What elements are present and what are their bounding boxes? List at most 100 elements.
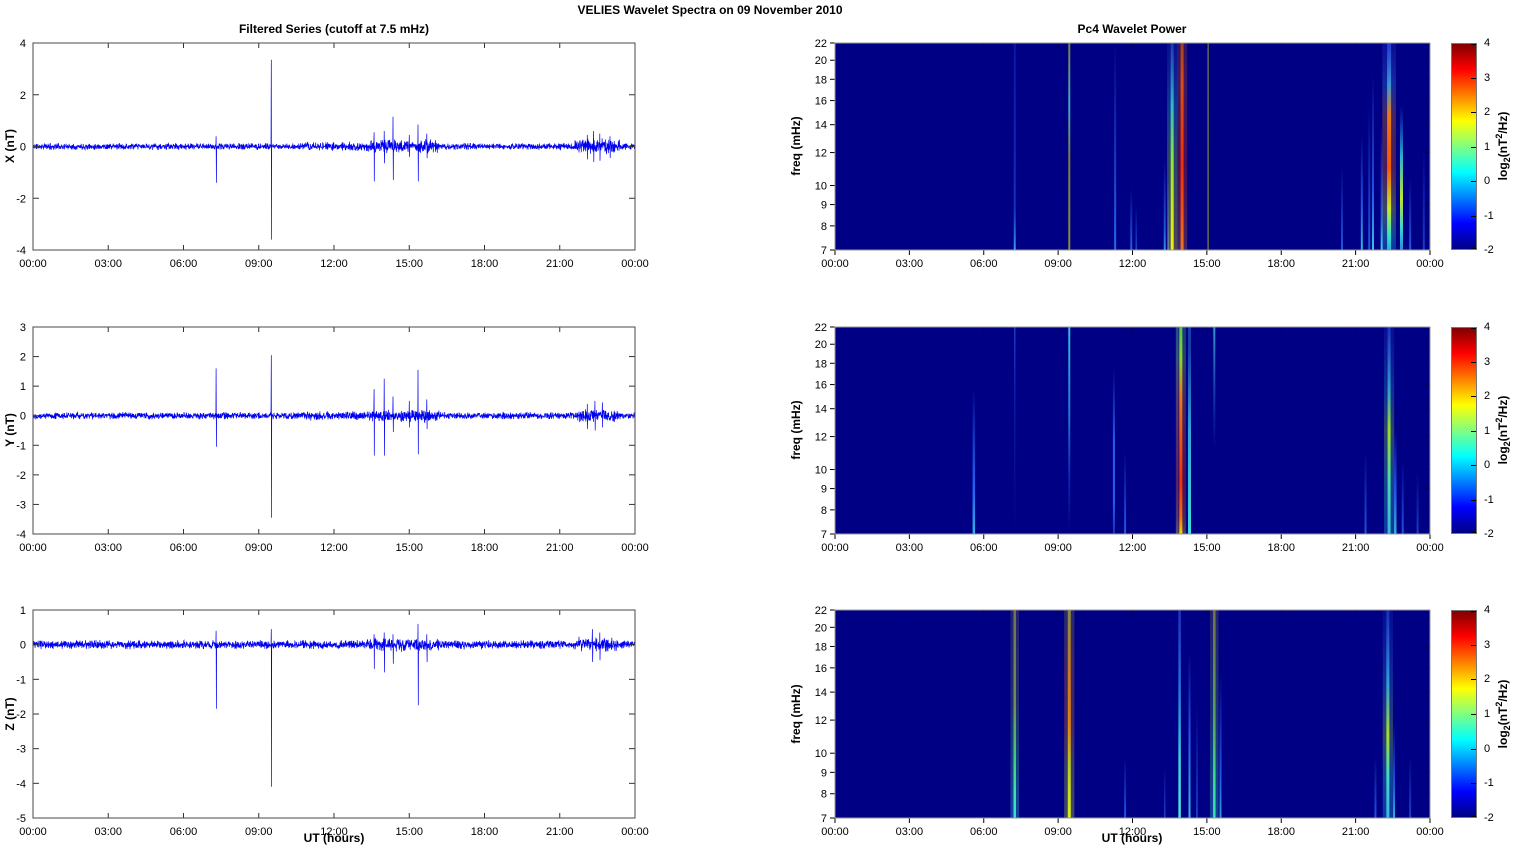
svg-text:06:00: 06:00 (170, 826, 198, 838)
wavelet-power-y-streak (1364, 327, 1367, 534)
wavelet-power-x-streak (1399, 43, 1403, 250)
colorbar-tick-label: 3 (1484, 355, 1491, 368)
svg-text:21:00: 21:00 (546, 826, 574, 838)
svg-text:1: 1 (20, 605, 26, 617)
wavelet-power-y-streak (1387, 327, 1391, 534)
svg-text:20: 20 (815, 622, 827, 634)
colorbar-tick-label: 0 (1484, 459, 1491, 471)
svg-text:03:00: 03:00 (896, 826, 924, 838)
wavelet-power-z-streak (1213, 610, 1216, 818)
svg-text:-4: -4 (16, 245, 26, 257)
svg-text:9: 9 (821, 200, 827, 212)
colorbar-tick-label: -1 (1484, 777, 1494, 790)
svg-text:00:00: 00:00 (821, 258, 849, 270)
cb-label-sup: 2 (1493, 417, 1504, 423)
colorbar-tick-label: 3 (1484, 71, 1491, 84)
svg-text:7: 7 (821, 245, 827, 257)
colorbar-tick-mark (1471, 396, 1476, 397)
wavelet-power-z-streak (1393, 610, 1396, 818)
svg-text:14: 14 (815, 687, 827, 699)
svg-text:0: 0 (20, 640, 26, 652)
svg-text:00:00: 00:00 (1416, 542, 1444, 554)
wavelet-power-x-streak (1387, 43, 1392, 250)
svg-text:15:00: 15:00 (1193, 826, 1221, 838)
y-axis-label-x-nt: X (nT) (3, 129, 17, 163)
svg-text:-3: -3 (16, 744, 26, 756)
svg-text:18:00: 18:00 (471, 258, 499, 270)
wavelet-power-x-streak (1114, 43, 1117, 250)
svg-text:10: 10 (815, 465, 827, 477)
svg-text:18:00: 18:00 (471, 826, 499, 838)
svg-text:0: 0 (20, 142, 26, 154)
wavelet-power-z-streak (1124, 610, 1127, 818)
wavelet-power-z-streak (1374, 610, 1377, 818)
svg-text:20: 20 (815, 55, 827, 67)
timeseries-x-series (32, 59, 636, 240)
wavelet-power-z-streak (1196, 610, 1198, 818)
colorbar-tick-label: 1 (1484, 708, 1491, 720)
svg-text:0: 0 (20, 411, 26, 423)
svg-text:09:00: 09:00 (245, 826, 273, 838)
colorbar-tick-mark (1471, 361, 1476, 363)
svg-text:18:00: 18:00 (471, 542, 499, 554)
svg-text:00:00: 00:00 (19, 258, 47, 270)
colorbar-tick-label: 1 (1484, 140, 1491, 153)
svg-text:00:00: 00:00 (621, 542, 649, 554)
svg-text:03:00: 03:00 (896, 258, 924, 270)
wavelet-power-y-streak (1394, 327, 1397, 534)
svg-text:7: 7 (821, 529, 827, 541)
svg-text:18: 18 (815, 358, 827, 370)
svg-text:-4: -4 (16, 529, 26, 541)
svg-text:-1: -1 (16, 674, 26, 686)
wavelet-power-x-streak (1180, 43, 1184, 250)
wavelet-power-x-streak (1068, 43, 1071, 250)
svg-text:09:00: 09:00 (1044, 258, 1072, 270)
cb-label-part: log (1495, 162, 1510, 181)
wavelet-power-z-streak (1219, 610, 1222, 818)
svg-text:15:00: 15:00 (395, 826, 423, 838)
colorbar-middle: 4 3 2 1 0 -1 -2 (1451, 321, 1515, 540)
svg-text:12:00: 12:00 (320, 258, 348, 270)
svg-text:06:00: 06:00 (970, 542, 998, 554)
wavelet-power-x-streak (1130, 43, 1133, 250)
y-axis-label-freq-mid: freq (mHz) (789, 400, 803, 460)
wavelet-power-z-streak (1178, 610, 1181, 818)
wavelet-power-y-streak (1401, 327, 1404, 534)
wavelet-power-y-streak (1416, 327, 1419, 534)
svg-text:06:00: 06:00 (170, 542, 198, 554)
svg-text:9: 9 (821, 767, 827, 779)
wavelet-power-y-streak (1124, 327, 1127, 534)
svg-text:22: 22 (815, 605, 827, 617)
svg-text:00:00: 00:00 (19, 826, 47, 838)
svg-text:-1: -1 (16, 440, 26, 452)
svg-text:15:00: 15:00 (1193, 258, 1221, 270)
colorbar-tick-mark (1471, 181, 1476, 182)
colorbar-tick-label: 3 (1484, 638, 1491, 651)
svg-text:21:00: 21:00 (1342, 826, 1370, 838)
svg-text:09:00: 09:00 (1044, 542, 1072, 554)
colorbar-tick-label: -2 (1484, 244, 1494, 256)
wavelet-power-y-streak (1188, 327, 1192, 534)
wavelet-power-y-streak (1112, 327, 1115, 534)
cb-label-part: /Hz) (1495, 111, 1510, 134)
svg-text:2: 2 (20, 352, 26, 364)
timeseries-y-series (32, 355, 636, 518)
colorbar-tick-mark (1471, 430, 1476, 432)
colorbar-tick-mark (1471, 215, 1476, 217)
colorbar-tick-mark (1471, 748, 1476, 750)
svg-text:09:00: 09:00 (245, 542, 273, 554)
cb-label-part: log (1495, 446, 1510, 465)
svg-text:12: 12 (815, 148, 827, 160)
svg-text:12: 12 (815, 715, 827, 727)
wavelet-power-z-streak (1386, 610, 1390, 818)
svg-text:9: 9 (821, 484, 827, 496)
colorbar-tick-label: 4 (1484, 321, 1491, 333)
cb-label-part: log (1495, 730, 1510, 749)
figure-title: VELIES Wavelet Spectra on 09 November 20… (577, 3, 843, 17)
svg-text:00:00: 00:00 (621, 826, 649, 838)
svg-text:14: 14 (815, 404, 827, 416)
colorbar-tick-label: 4 (1484, 37, 1491, 49)
svg-text:15:00: 15:00 (395, 258, 423, 270)
colorbar-tick-mark (1471, 465, 1476, 466)
